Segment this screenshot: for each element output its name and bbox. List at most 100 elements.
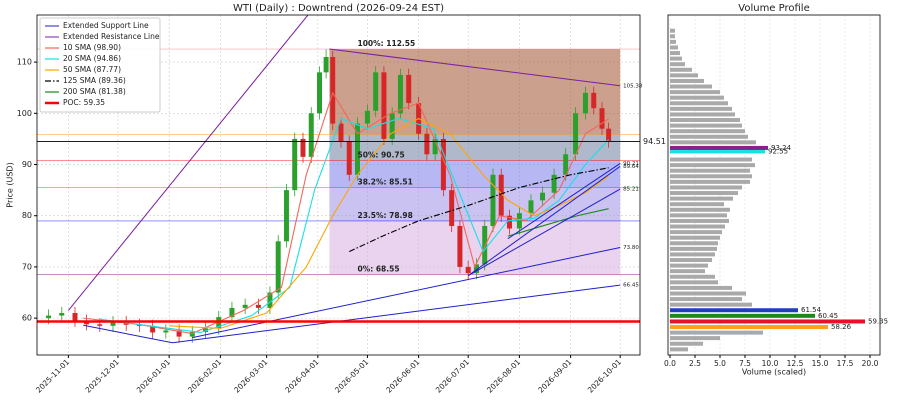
volume-bar — [670, 67, 692, 72]
volume-bar — [670, 39, 676, 44]
volume-bar — [670, 207, 730, 212]
volume-bar — [670, 90, 720, 95]
candle-body — [373, 72, 379, 111]
volume-bar — [670, 302, 752, 307]
volume-bar — [670, 202, 724, 207]
legend-box — [39, 17, 161, 113]
candle-body — [242, 304, 248, 308]
candle-body — [599, 108, 605, 129]
line-end-label: 85.21 — [623, 187, 639, 193]
volume-bar — [670, 252, 715, 257]
candle-body — [440, 138, 446, 191]
current-price-label: 94.51 — [643, 137, 666, 146]
candle-body — [606, 128, 612, 142]
volume-bar — [670, 263, 708, 268]
volume-bar — [670, 34, 675, 39]
fib-band — [329, 187, 621, 221]
legend-label: Extended Resistance Line — [63, 32, 160, 41]
legend-label: 125 SMA (89.36) — [63, 76, 126, 85]
y-tick-label: 90 — [22, 160, 32, 169]
candle-body — [498, 174, 504, 216]
fib-label: 23.5%: 78.98 — [357, 211, 412, 220]
sma-line — [349, 167, 609, 253]
volume-bar — [670, 213, 727, 218]
candle-body — [516, 213, 522, 229]
volume-bar — [670, 179, 750, 184]
volume-bar — [670, 291, 746, 296]
legend-label: 10 SMA (98.90) — [63, 43, 121, 52]
volume-bar — [670, 95, 724, 100]
volume-bar — [670, 157, 752, 162]
volume-bar — [670, 280, 718, 285]
volume-bar — [670, 129, 745, 134]
volume-bar — [670, 28, 675, 33]
volume-level-label: 93.24 — [771, 144, 792, 152]
volume-bar — [670, 313, 815, 318]
line-end-label: 90.21 — [623, 161, 639, 167]
candle-body — [490, 174, 496, 226]
candle-body — [573, 113, 579, 155]
volume-bar — [670, 112, 735, 117]
support-line — [467, 188, 621, 277]
candle-body — [46, 315, 52, 319]
support-line — [83, 324, 173, 344]
candle-body — [317, 72, 323, 114]
volume-bar — [670, 347, 688, 352]
volume-bar — [670, 319, 865, 324]
x-tick-label: 5.0 — [714, 359, 726, 368]
volume-bar — [670, 149, 765, 154]
volume-bar — [670, 185, 742, 190]
volume-bar — [670, 56, 682, 61]
resistance-line — [68, 15, 309, 311]
candle-body — [203, 328, 209, 332]
y-tick-label: 60 — [22, 314, 32, 323]
candle-body — [308, 113, 314, 157]
support-line — [467, 165, 621, 277]
main-overlay: 100%: 112.55 50%: 90.75 38.2%: 85.51 23.5%:… — [37, 17, 666, 289]
y-tick-label: 70 — [22, 262, 32, 271]
x-axis-label: Volume (scaled) — [742, 368, 806, 377]
volume-bar — [670, 246, 717, 251]
candle-body — [189, 331, 195, 337]
candle-body — [323, 56, 329, 73]
candle-body — [283, 190, 289, 242]
support-line — [507, 163, 621, 240]
volume-bar — [670, 241, 718, 246]
candle-body — [528, 200, 534, 214]
line-end-label: 105.38 — [623, 83, 643, 89]
candle-body — [72, 313, 78, 321]
volume-level-label: 92.55 — [768, 147, 788, 155]
candle-body — [110, 322, 116, 326]
fib-label: 0%: 68.55 — [357, 264, 399, 273]
candle-body — [346, 141, 352, 175]
candle-body — [97, 324, 103, 326]
fib-label: 50%: 90.75 — [357, 151, 404, 160]
candle-body — [275, 241, 281, 293]
fib-label: 38.2%: 85.51 — [357, 178, 412, 187]
volume-level-label: 58.26 — [831, 323, 852, 331]
candle-body — [482, 225, 488, 265]
candle-body — [330, 56, 336, 124]
candle-body — [540, 192, 546, 201]
candle-body — [216, 317, 222, 329]
sma-line — [507, 208, 609, 237]
volume-bar — [670, 235, 720, 240]
volume-bar — [670, 145, 768, 150]
x-tick-label: 20.0 — [862, 359, 879, 368]
candle-body — [432, 138, 438, 155]
fib-label: 100%: 112.55 — [357, 39, 415, 48]
volume-bar — [670, 297, 742, 302]
volume-bar — [670, 230, 722, 235]
volume-bar — [670, 174, 752, 179]
candle-body — [551, 174, 557, 193]
candle-body — [338, 123, 344, 142]
volume-bar — [670, 325, 828, 330]
x-tick-label: 2.5 — [689, 359, 701, 368]
plot-frame — [36, 14, 641, 356]
volume-bar — [670, 101, 728, 106]
volume-bar — [670, 168, 750, 173]
candle-body — [176, 330, 182, 337]
y-axis-label: Price (USD) — [6, 162, 15, 207]
volume-bar — [670, 134, 748, 139]
